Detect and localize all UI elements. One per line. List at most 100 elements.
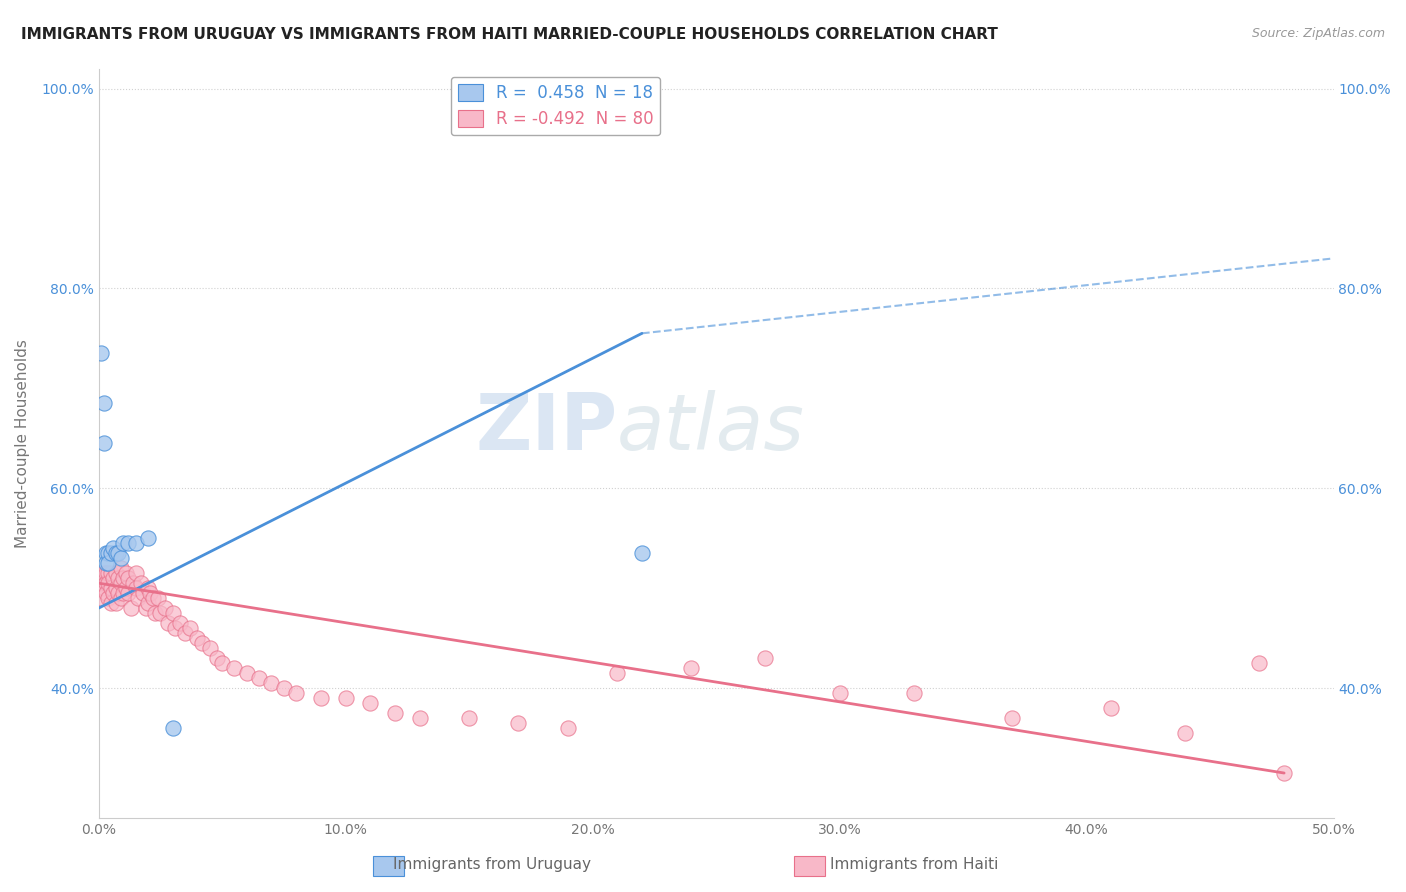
Point — [309, 691, 332, 706]
Point — [145, 606, 167, 620]
Point — [165, 621, 187, 635]
Point — [97, 556, 120, 570]
Point — [162, 721, 184, 735]
Point — [112, 571, 135, 585]
Text: ZIP: ZIP — [475, 391, 617, 467]
Point — [93, 396, 115, 410]
Point — [124, 536, 146, 550]
Point — [90, 576, 112, 591]
Point — [174, 626, 197, 640]
Point — [97, 566, 120, 581]
Point — [90, 591, 112, 606]
Point — [273, 681, 295, 695]
Point — [191, 636, 214, 650]
Point — [100, 581, 122, 595]
Point — [136, 581, 159, 595]
Point — [1174, 726, 1197, 740]
Point — [205, 651, 228, 665]
Point — [104, 566, 127, 581]
Point — [606, 666, 628, 681]
Point — [508, 716, 530, 731]
Point — [112, 586, 135, 600]
Point — [104, 546, 127, 560]
Point — [117, 536, 139, 550]
Point — [93, 581, 115, 595]
Point — [136, 531, 159, 545]
Point — [120, 601, 142, 615]
Point — [103, 571, 125, 585]
Point — [211, 656, 233, 670]
Point — [135, 601, 157, 615]
Point — [169, 616, 191, 631]
Text: Source: ZipAtlas.com: Source: ZipAtlas.com — [1251, 27, 1385, 40]
Point — [681, 661, 703, 675]
Point — [100, 566, 122, 581]
Point — [94, 556, 117, 570]
Point — [828, 686, 851, 700]
Point — [93, 566, 115, 581]
Point — [247, 671, 270, 685]
Point — [129, 576, 152, 591]
Point — [94, 576, 117, 591]
Point — [754, 651, 776, 665]
Point — [136, 596, 159, 610]
Point — [285, 686, 308, 700]
Point — [100, 546, 122, 560]
Text: Immigrants from Haiti: Immigrants from Haiti — [830, 857, 998, 872]
Point — [142, 591, 165, 606]
Point — [557, 721, 579, 735]
Point — [107, 546, 129, 560]
Point — [384, 706, 406, 720]
Point — [1099, 701, 1122, 715]
Point — [236, 666, 259, 681]
Point — [90, 346, 112, 360]
Point — [122, 576, 145, 591]
Point — [186, 631, 208, 645]
Point — [103, 586, 125, 600]
Point — [112, 536, 135, 550]
Point — [117, 586, 139, 600]
Point — [103, 541, 125, 556]
Point — [155, 601, 177, 615]
Point — [198, 641, 221, 656]
Point — [97, 576, 120, 591]
Point — [117, 571, 139, 585]
Text: atlas: atlas — [617, 391, 806, 467]
Point — [631, 546, 654, 560]
Point — [903, 686, 925, 700]
Point — [127, 591, 149, 606]
Point — [124, 581, 146, 595]
Point — [224, 661, 246, 675]
Point — [1249, 656, 1271, 670]
Point — [359, 696, 381, 710]
Point — [146, 591, 169, 606]
Point — [110, 576, 132, 591]
Point — [139, 586, 162, 600]
Point — [107, 571, 129, 585]
Point — [114, 566, 136, 581]
Point — [156, 616, 179, 631]
Point — [104, 596, 127, 610]
Point — [260, 676, 283, 690]
Text: IMMIGRANTS FROM URUGUAY VS IMMIGRANTS FROM HAITI MARRIED-COUPLE HOUSEHOLDS CORRE: IMMIGRANTS FROM URUGUAY VS IMMIGRANTS FR… — [21, 27, 998, 42]
Point — [94, 566, 117, 581]
Y-axis label: Married-couple Households: Married-couple Households — [15, 339, 30, 548]
Point — [1001, 711, 1024, 725]
Point — [107, 586, 129, 600]
Point — [97, 591, 120, 606]
Point — [1272, 766, 1295, 780]
Point — [458, 711, 481, 725]
Point — [100, 596, 122, 610]
Point — [335, 691, 357, 706]
Point — [110, 551, 132, 566]
Point — [93, 436, 115, 450]
Legend: R =  0.458  N = 18, R = -0.492  N = 80: R = 0.458 N = 18, R = -0.492 N = 80 — [451, 77, 661, 135]
Point — [149, 606, 172, 620]
Point — [132, 586, 155, 600]
Point — [94, 546, 117, 560]
Text: Immigrants from Uruguay: Immigrants from Uruguay — [394, 857, 591, 872]
Point — [124, 566, 146, 581]
Point — [179, 621, 201, 635]
Point — [408, 711, 430, 725]
Point — [94, 586, 117, 600]
